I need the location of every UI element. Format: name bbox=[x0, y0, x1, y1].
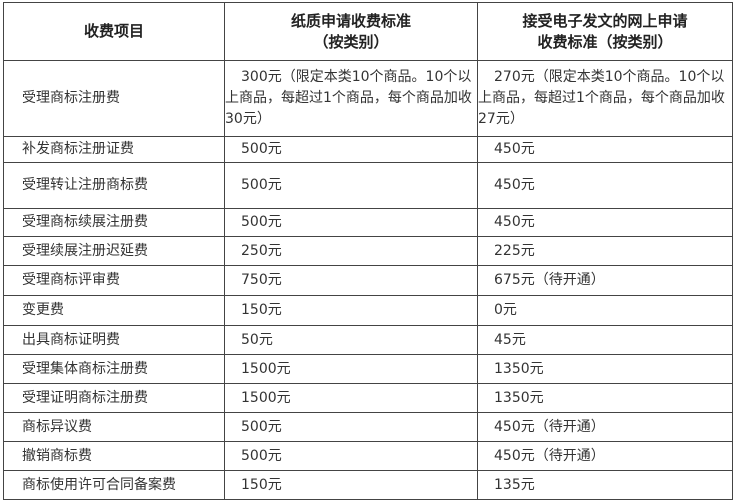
paper-fee-cell: 500元 bbox=[224, 412, 478, 442]
online-fee-cell: 270元（限定本类10个商品。10个以上商品，每超过1个商品，每个商品加收27元… bbox=[477, 60, 733, 137]
fee-item-cell: 受理商标评审费 bbox=[3, 265, 225, 296]
table-row: 变更费 150元 0元 bbox=[3, 295, 733, 326]
fee-item-cell: 受理证明商标注册费 bbox=[3, 383, 225, 413]
fee-item-cell: 商标使用许可合同备案费 bbox=[3, 470, 225, 500]
fee-item-cell: 变更费 bbox=[3, 295, 225, 326]
paper-fee-cell: 500元 bbox=[224, 162, 478, 209]
fee-item-cell: 出具商标证明费 bbox=[3, 325, 225, 355]
header-online-line2: 收费标准（按类别） bbox=[537, 32, 673, 51]
table-row: 撤销商标费 500元 450元（待开通） bbox=[3, 441, 733, 471]
online-fee-cell: 450元 bbox=[477, 136, 733, 163]
table-row: 受理转让注册商标费 500元 450元 bbox=[3, 162, 733, 209]
paper-fee-cell: 1500元 bbox=[224, 383, 478, 413]
online-fee-cell: 450元（待开通） bbox=[477, 412, 733, 442]
header-item: 收费项目 bbox=[3, 2, 225, 61]
table-row: 受理证明商标注册费 1500元 1350元 bbox=[3, 383, 733, 413]
online-fee-cell: 0元 bbox=[477, 295, 733, 326]
header-paper-line1: 纸质申请收费标准 bbox=[290, 11, 411, 30]
fee-item-cell: 受理续展注册迟延费 bbox=[3, 236, 225, 266]
table-row: 受理续展注册迟延费 250元 225元 bbox=[3, 236, 733, 266]
fee-table: 收费项目 纸质申请收费标准 （按类别） 接受电子发文的网上申请 收费标准（按类别… bbox=[3, 2, 733, 500]
fee-item-cell: 补发商标注册证费 bbox=[3, 136, 225, 163]
online-fee-cell: 135元 bbox=[477, 470, 733, 500]
online-fee-cell: 450元 bbox=[477, 162, 733, 209]
paper-fee-cell: 500元 bbox=[224, 208, 478, 237]
fee-item-cell: 受理集体商标注册费 bbox=[3, 354, 225, 384]
header-item-label: 收费项目 bbox=[83, 22, 144, 40]
header-online: 接受电子发文的网上申请 收费标准（按类别） bbox=[477, 2, 733, 61]
online-fee-cell: 45元 bbox=[477, 325, 733, 355]
online-fee-cell: 450元 bbox=[477, 208, 733, 237]
paper-fee-cell: 500元 bbox=[224, 441, 478, 471]
paper-fee-cell: 150元 bbox=[224, 470, 478, 500]
table-row: 受理商标评审费 750元 675元（待开通） bbox=[3, 265, 733, 296]
paper-fee-cell: 150元 bbox=[224, 295, 478, 326]
fee-item-cell: 受理转让注册商标费 bbox=[3, 162, 225, 209]
fee-item-cell: 受理商标续展注册费 bbox=[3, 208, 225, 237]
table-row: 受理商标续展注册费 500元 450元 bbox=[3, 208, 733, 237]
fee-item-cell: 撤销商标费 bbox=[3, 441, 225, 471]
table-row: 补发商标注册证费 500元 450元 bbox=[3, 136, 733, 163]
fee-item-cell: 商标异议费 bbox=[3, 412, 225, 442]
fee-item-cell: 受理商标注册费 bbox=[3, 60, 225, 137]
header-row: 收费项目 纸质申请收费标准 （按类别） 接受电子发文的网上申请 收费标准（按类别… bbox=[3, 2, 733, 61]
table-row: 出具商标证明费 50元 45元 bbox=[3, 325, 733, 355]
online-fee-cell: 225元 bbox=[477, 236, 733, 266]
online-fee-cell: 1350元 bbox=[477, 383, 733, 413]
online-fee-cell: 675元（待开通） bbox=[477, 265, 733, 296]
paper-fee-cell: 1500元 bbox=[224, 354, 478, 384]
header-online-line1: 接受电子发文的网上申请 bbox=[522, 11, 688, 30]
paper-fee-cell: 500元 bbox=[224, 136, 478, 163]
paper-fee-cell: 300元（限定本类10个商品。10个以上商品，每超过1个商品，每个商品加收30元… bbox=[224, 60, 478, 137]
table-row: 受理集体商标注册费 1500元 1350元 bbox=[3, 354, 733, 384]
online-fee-cell: 1350元 bbox=[477, 354, 733, 384]
header-paper: 纸质申请收费标准 （按类别） bbox=[224, 2, 478, 61]
online-fee-cell: 450元（待开通） bbox=[477, 441, 733, 471]
table-row: 商标异议费 500元 450元（待开通） bbox=[3, 412, 733, 442]
header-paper-line2: （按类别） bbox=[313, 32, 389, 51]
paper-fee-cell: 750元 bbox=[224, 265, 478, 296]
paper-fee-cell: 50元 bbox=[224, 325, 478, 355]
paper-fee-cell: 250元 bbox=[224, 236, 478, 266]
table-row: 商标使用许可合同备案费 150元 135元 bbox=[3, 470, 733, 500]
table-row: 受理商标注册费 300元（限定本类10个商品。10个以上商品，每超过1个商品，每个… bbox=[3, 60, 733, 137]
